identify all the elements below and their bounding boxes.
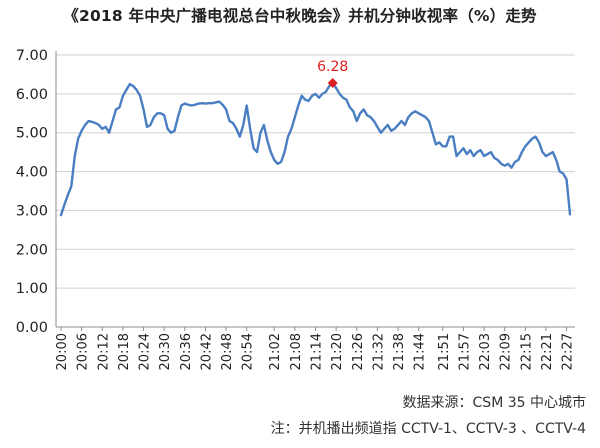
- x-tick-label: 20:48: [220, 333, 235, 370]
- peak-annotation: 6.28: [317, 59, 348, 88]
- footnote: 注：并机播出频道指 CCTV-1、CCTV-3 、CCTV-4: [270, 421, 586, 437]
- chart-title: 《2018 年中央广播电视总台中秋晚会》并机分钟收视率（%）走势: [63, 7, 537, 25]
- x-tick-label: 21:38: [392, 333, 407, 370]
- x-tick-label: 22:27: [561, 333, 576, 370]
- series-line: [59, 81, 572, 217]
- x-tick-label: 21:51: [437, 333, 452, 370]
- x-tick-label: 22:03: [478, 333, 493, 370]
- x-tick-label: 21:20: [330, 333, 345, 370]
- x-tick-label: 21:44: [413, 333, 428, 370]
- x-tick-label: 20:24: [138, 333, 153, 370]
- x-tick-label: 20:42: [199, 333, 214, 370]
- x-tick-label: 21:08: [289, 333, 304, 370]
- gridlines: [56, 54, 575, 289]
- x-tick-label: 21:32: [371, 333, 386, 370]
- peak-label: 6.28: [317, 59, 348, 75]
- y-tick-label: 4.00: [16, 165, 48, 181]
- x-tick-label: 21:57: [457, 333, 472, 370]
- y-tick-label: 5.00: [16, 126, 48, 142]
- y-tick-label: 0.00: [16, 320, 48, 336]
- y-tick-label: 7.00: [16, 48, 48, 64]
- x-tick-label: 20:54: [241, 333, 256, 370]
- y-tick-label: 6.00: [16, 87, 48, 103]
- y-tick-label: 2.00: [16, 242, 48, 258]
- x-tick-label: 21:26: [351, 333, 366, 370]
- x-tick-label: 20:06: [76, 333, 91, 370]
- axes: [55, 51, 575, 331]
- y-tick-labels: 0.00 1.00 2.00 3.00 4.00 5.00 6.00 7.00: [16, 48, 48, 336]
- y-tick-label: 1.00: [16, 281, 48, 297]
- x-tick-label: 22:15: [519, 333, 534, 370]
- peak-marker: [327, 77, 338, 88]
- x-tick-labels: 20:00 20:06 20:12 20:18 20:24 20:30 20:36 20:42…: [55, 333, 576, 370]
- data-source: 数据来源：CSM 35 中心城市: [402, 395, 586, 411]
- x-tick-label: 20:30: [158, 333, 173, 370]
- x-tick-label: 20:12: [96, 333, 111, 370]
- x-tick-label: 20:18: [117, 333, 132, 370]
- x-tick-label: 20:36: [179, 333, 194, 370]
- y-tick-label: 3.00: [16, 203, 48, 219]
- x-tick-label: 22:09: [499, 333, 514, 370]
- x-tick-label: 21:02: [268, 333, 283, 370]
- x-tick-label: 20:00: [55, 333, 70, 370]
- x-tick-label: 22:21: [540, 333, 555, 370]
- x-tick-label: 21:14: [310, 333, 325, 370]
